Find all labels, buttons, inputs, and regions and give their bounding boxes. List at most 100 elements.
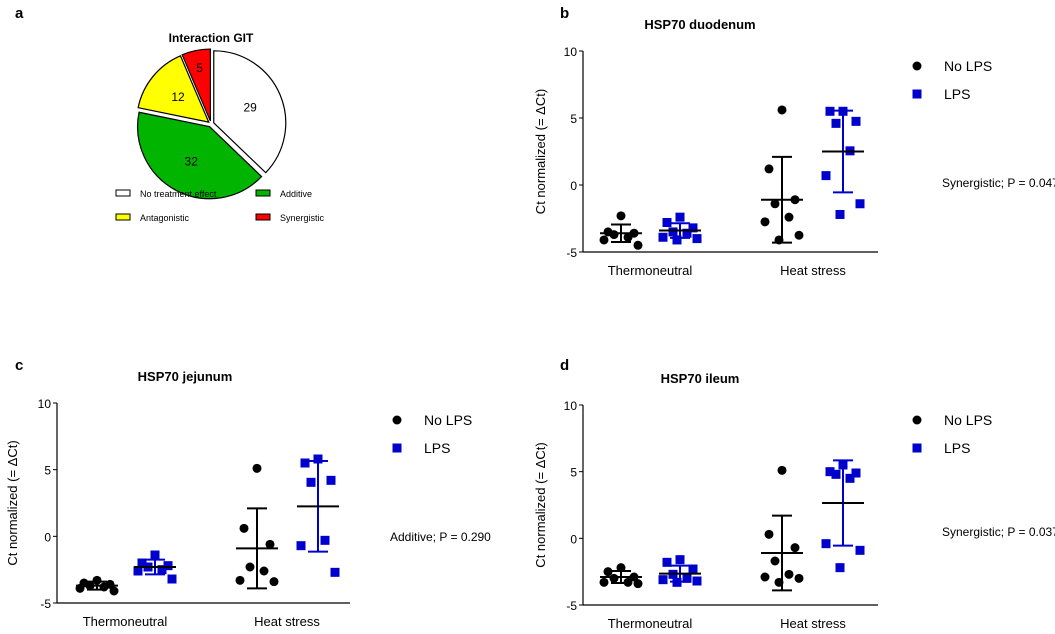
legend-swatch [255,213,271,221]
data-point-lps [825,106,835,116]
data-point-lps [675,555,685,565]
data-point-lps [662,557,672,567]
legend-swatch [115,189,131,197]
pie-chart: Interaction GIT 29 32 12 5 No treatment effec… [115,31,325,223]
data-point-lps [672,235,682,245]
data-point-lps [835,563,845,573]
legend-swatch [115,213,131,221]
y-axis-label: Ct normalized (= ΔCt) [533,442,548,567]
data-point-lps [831,469,841,479]
data-point-no-lps [269,577,279,587]
data-point-lps [300,458,310,468]
y-tick-label: 5 [44,464,51,478]
legend-marker [912,89,922,99]
data-point-lps [133,566,143,576]
data-point-lps [137,558,147,568]
data-point-lps [320,535,330,545]
data-point-lps [692,234,702,244]
data-point-lps [306,477,316,487]
chart-title: HSP70 duodenum [644,17,755,32]
data-point-lps [851,468,861,478]
data-point-lps [326,475,336,485]
legend-marker [912,61,922,71]
legend-label: No LPS [944,412,992,428]
data-point-lps [330,567,340,577]
y-tick-label: 0 [570,532,577,546]
y-tick-label: -5 [40,597,51,611]
data-point-no-lps [239,523,249,533]
y-tick-label: 5 [570,112,577,126]
data-point-lps [163,561,173,571]
pie-slice-label: 5 [196,61,203,75]
y-tick-label: 10 [564,45,578,59]
data-point-lps [675,212,685,222]
data-point-lps [167,574,177,584]
pie-slice-synergistic [181,48,211,122]
annotation: Synergistic; P = 0.047 [942,176,1055,190]
data-point-no-lps [235,575,245,585]
data-point-no-lps [777,465,787,475]
data-point-lps [296,541,306,551]
data-point-no-lps [252,463,262,473]
data-point-lps [682,228,692,238]
data-point-lps [668,227,678,237]
chart-title: HSP70 jejunum [138,369,233,384]
panel-letter-a: a [15,5,24,22]
data-point-lps [682,573,692,583]
y-tick-label: 0 [44,530,51,544]
data-point-lps [662,218,672,228]
legend-label: No LPS [944,58,992,74]
pie-slice-label: 32 [185,155,199,169]
legend-swatch [255,189,271,197]
x-tick-label: Heat stress [254,614,320,629]
legend-label: LPS [944,86,970,102]
legend-label: Additive [280,189,312,199]
data-point-lps [825,467,835,477]
pie-slice-label: 12 [171,90,185,104]
panel-letter-d: d [560,357,569,374]
data-point-no-lps [784,212,794,222]
data-point-no-lps [784,569,794,579]
data-point-lps [688,564,698,574]
legend-label: Synergistic [280,213,325,223]
y-axis-label: Ct normalized (= ΔCt) [533,89,548,214]
data-point-no-lps [770,556,780,566]
data-point-lps [845,473,855,483]
legend-label: No treatment effect [140,189,217,199]
x-tick-label: Thermoneutral [608,263,693,278]
data-point-no-lps [245,562,255,572]
data-point-lps [835,209,845,219]
pie-slice-additive [137,111,263,200]
legend-marker [392,443,402,453]
data-point-no-lps [760,572,770,582]
data-point-lps [688,223,698,233]
data-point-no-lps [616,211,626,221]
data-point-no-lps [790,543,800,553]
data-point-no-lps [764,529,774,539]
data-point-lps [855,545,865,555]
data-point-no-lps [794,573,804,583]
pie-slice-antagonistic [137,55,210,123]
y-tick-label: 10 [38,397,52,411]
legend-label: LPS [424,440,450,456]
data-point-no-lps [265,539,275,549]
legend-marker [392,415,402,425]
data-point-no-lps [616,563,626,573]
y-tick-label: 5 [570,466,577,480]
data-point-no-lps [109,586,119,596]
pie-slice-label: 29 [244,100,258,114]
pie-slice-no-treatment-effect [213,50,287,174]
data-point-lps [150,550,160,560]
data-point-lps [821,171,831,181]
pie-title: Interaction GIT [169,31,254,45]
data-point-lps [851,116,861,126]
data-point-no-lps [599,577,609,587]
data-point-lps [313,454,323,464]
legend-label: No LPS [424,412,472,428]
x-tick-label: Heat stress [780,616,846,631]
data-point-lps [692,576,702,586]
y-axis-label: Ct normalized (= ΔCt) [5,440,20,565]
data-point-no-lps [764,164,774,174]
data-point-lps [658,575,668,585]
